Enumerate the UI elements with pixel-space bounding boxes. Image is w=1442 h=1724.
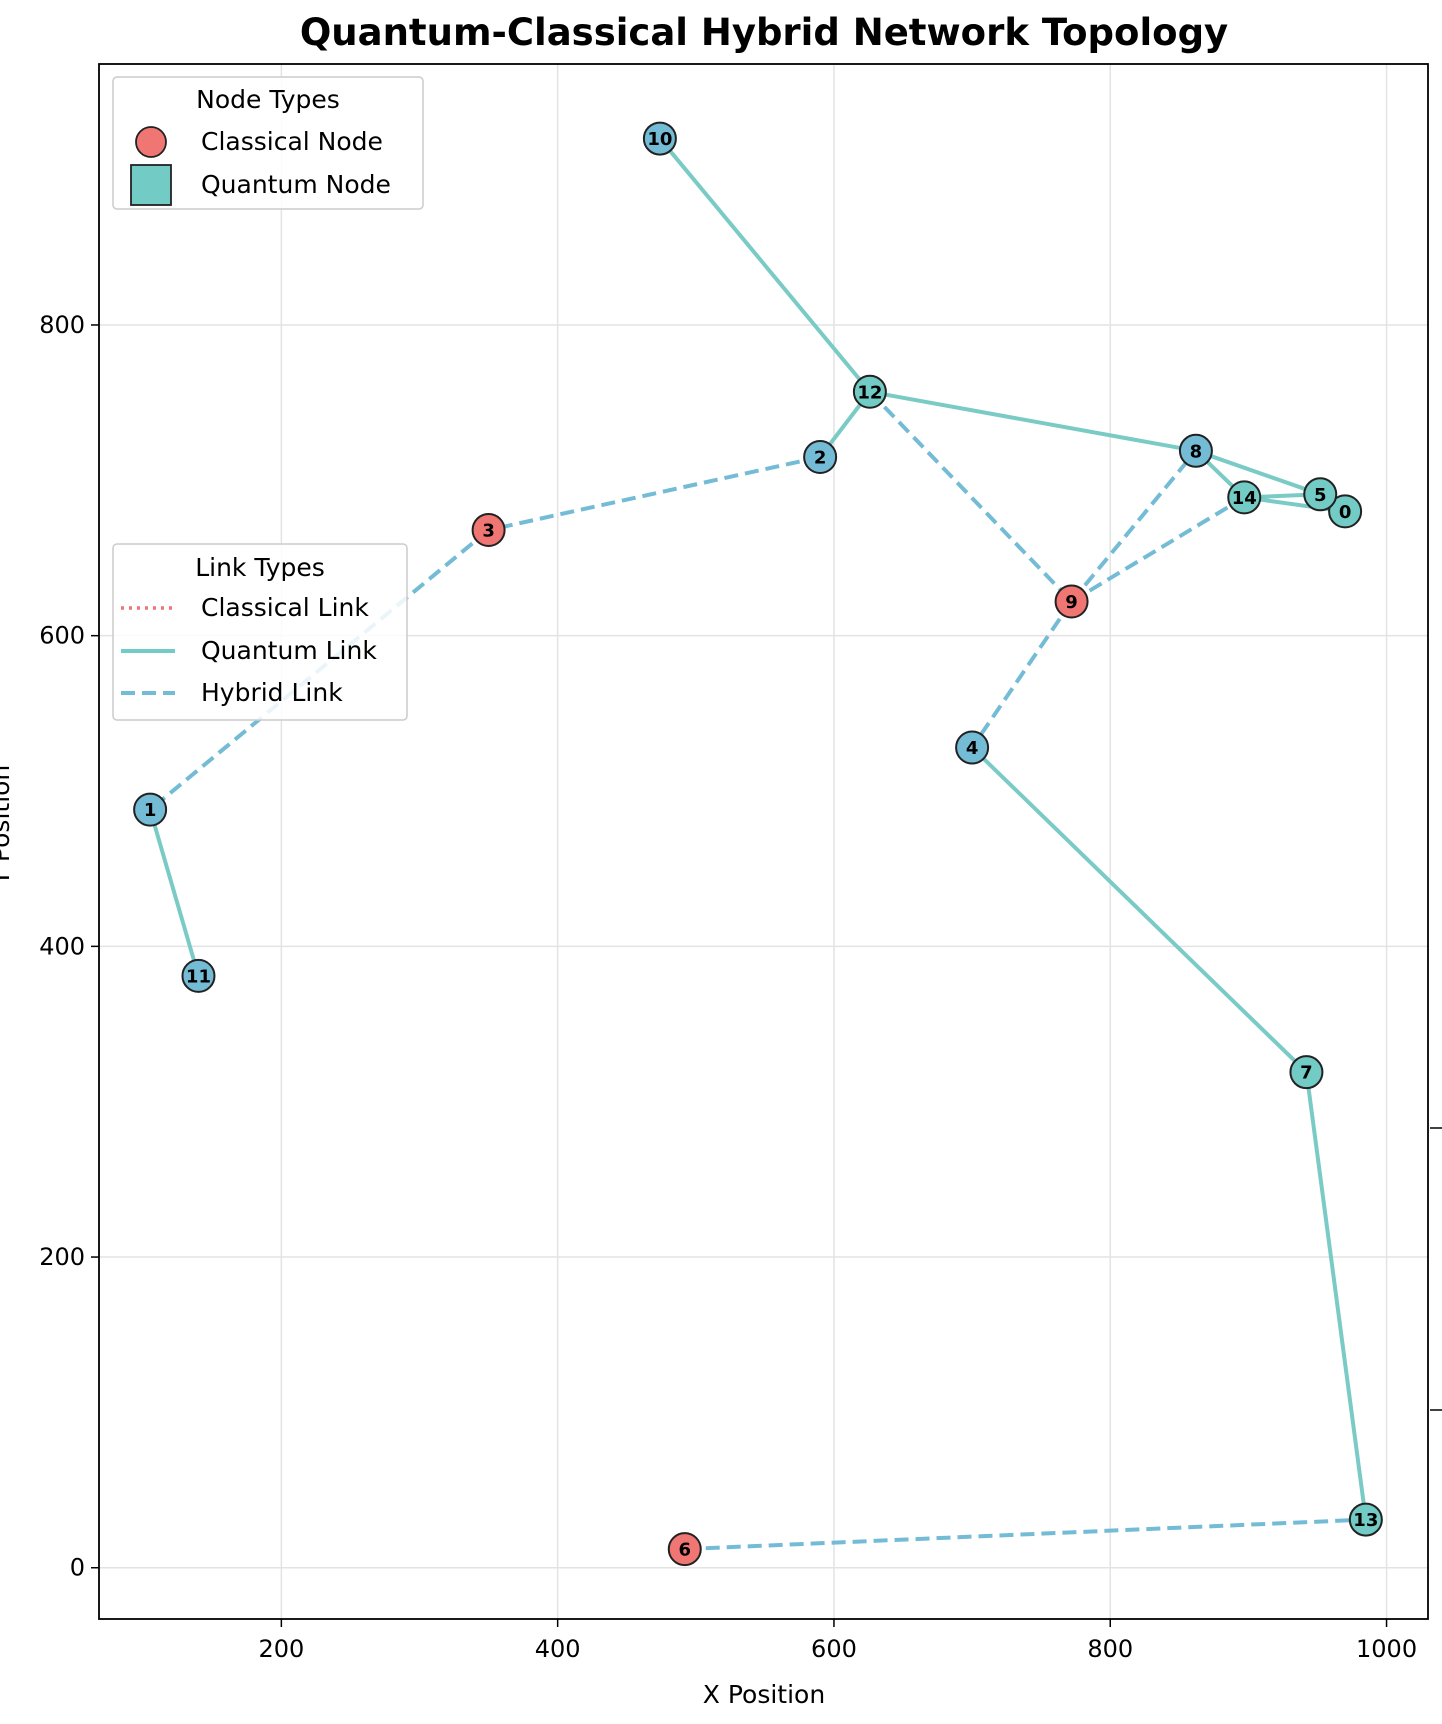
classical-node-legend-marker	[135, 126, 167, 158]
classical-node-legend-label: Classical Node	[201, 127, 383, 156]
quantum-link	[148, 809, 201, 977]
quantum-node-legend-label: Quantum Node	[201, 170, 391, 199]
node-label: 6	[678, 1540, 691, 1561]
hybrid-node-marker	[181, 958, 216, 993]
node-14: 14	[1227, 480, 1262, 515]
node-5: 5	[1303, 477, 1338, 512]
x-tick-label: 1000	[1356, 1635, 1417, 1663]
x-tick-label: 600	[811, 1635, 857, 1663]
quantum-node-legend-marker	[130, 164, 172, 206]
node-label: 10	[647, 129, 672, 150]
classical-node-marker	[1054, 584, 1089, 619]
quantum-node-marker	[1303, 477, 1338, 512]
node-label: 4	[966, 738, 979, 759]
node-8: 8	[1178, 433, 1213, 468]
node-label: 8	[1190, 441, 1203, 462]
quantum-node-marker	[1348, 1502, 1383, 1537]
y-tick-label: 800	[39, 311, 85, 339]
quantum-link	[1304, 1071, 1368, 1520]
x-tick-label: 400	[535, 1635, 581, 1663]
link-types-legend: Link Types Classical Link Quantum Link H…	[112, 543, 408, 721]
hybrid-link	[488, 455, 821, 532]
node-label: 12	[857, 382, 882, 403]
quantum-link	[1195, 448, 1321, 497]
node-10: 10	[642, 121, 677, 156]
node-legend-title: Node Types	[196, 85, 340, 114]
node-3: 3	[471, 513, 506, 548]
hybrid-link	[868, 390, 1074, 603]
node-4: 4	[955, 730, 990, 765]
quantum-node-marker	[1227, 480, 1262, 515]
node-1: 1	[133, 792, 168, 827]
node-label: 14	[1232, 488, 1257, 509]
links	[148, 137, 1368, 1552]
node-label: 0	[1339, 502, 1352, 523]
y-tick-label: 0	[70, 1554, 85, 1582]
node-7: 7	[1289, 1055, 1324, 1090]
hybrid-node-marker	[133, 792, 168, 827]
x-tick-label: 800	[1087, 1635, 1133, 1663]
quantum-node-marker	[852, 374, 887, 409]
classical-node-marker	[667, 1532, 702, 1567]
x-tick-label: 200	[258, 1635, 304, 1663]
node-2: 2	[803, 440, 838, 475]
quantum-link	[970, 746, 1308, 1074]
quantum-link	[658, 137, 872, 394]
node-label: 1	[144, 800, 157, 821]
node-label: 3	[482, 521, 495, 542]
x-axis-label: X Position	[703, 1680, 825, 1709]
node-9: 9	[1054, 584, 1089, 619]
node-6: 6	[667, 1532, 702, 1567]
plot-frame	[98, 63, 1429, 1620]
hybrid-link	[970, 600, 1074, 749]
y-axis-label: Y Position	[0, 765, 15, 887]
y-tick-label: 400	[39, 932, 85, 960]
node-label: 13	[1353, 1510, 1378, 1531]
hybrid-node-marker	[803, 440, 838, 475]
node-label: 7	[1300, 1063, 1313, 1084]
hybrid-link	[1070, 495, 1246, 604]
node-12: 12	[852, 374, 887, 409]
node-label: 9	[1065, 592, 1078, 613]
link-legend-title: Link Types	[195, 553, 325, 582]
axis-ticks: 200 400 600 800 1000 0 200 400 600 800	[39, 311, 1417, 1663]
grid	[99, 64, 1428, 1619]
quantum-link-legend-label: Quantum Link	[201, 636, 377, 665]
node-label: 5	[1314, 485, 1327, 506]
hybrid-node-marker	[1178, 433, 1213, 468]
quantum-link	[869, 389, 1197, 453]
quantum-node-marker	[1328, 494, 1363, 529]
y-tick-label: 600	[39, 622, 85, 650]
y-tick-label: 200	[39, 1243, 85, 1271]
node-11: 11	[181, 958, 216, 993]
node-label: 11	[186, 966, 211, 987]
classical-node-marker	[471, 513, 506, 548]
hybrid-node-marker	[642, 121, 677, 156]
node-13: 13	[1348, 1502, 1383, 1537]
hybrid-node-marker	[955, 730, 990, 765]
hybrid-link-legend-label: Hybrid Link	[201, 678, 343, 707]
node-label: 2	[814, 448, 827, 469]
hybrid-link	[684, 1517, 1366, 1552]
quantum-node-marker	[1289, 1055, 1324, 1090]
node-types-legend: Node Types Classical Node Quantum Node	[112, 76, 424, 210]
node-0: 0	[1328, 494, 1363, 529]
classical-link-legend-label: Classical Link	[201, 593, 369, 622]
chart-title: Quantum-Classical Hybrid Network Topolog…	[300, 11, 1228, 54]
hybrid-link	[1070, 449, 1198, 603]
